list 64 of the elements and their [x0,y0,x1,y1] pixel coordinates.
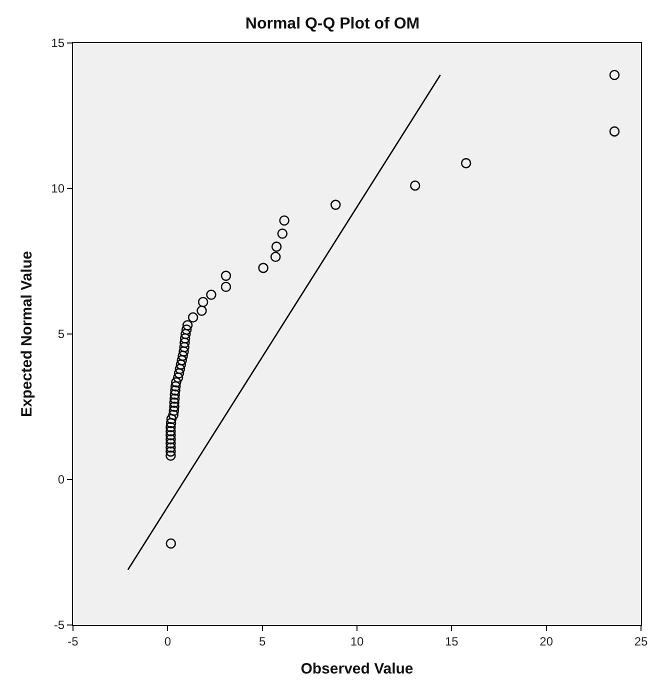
y-tick-label: 10 [51,182,65,196]
point [220,270,232,281]
y-tick-label: 5 [58,327,65,342]
point [279,215,290,226]
x-tick-label: 20 [540,634,554,648]
point [181,324,192,335]
y-tick-label: 15 [51,36,65,50]
point [196,306,207,316]
point [166,450,176,461]
point [166,430,176,440]
point [271,242,282,252]
point [170,389,180,400]
y-tick-label: 0 [58,472,65,487]
point [206,290,216,300]
y-axis-title: Expected Normal Value [18,251,36,417]
point [166,446,176,457]
point [166,426,176,436]
point [180,333,190,344]
point [166,414,177,424]
point [170,381,181,392]
chart-title: Normal Q-Q Plot of OM [245,15,420,32]
point [460,158,472,168]
point [176,359,186,370]
point [176,355,188,366]
point [609,70,620,80]
point [171,377,182,388]
point [178,350,188,361]
point [168,406,180,416]
x-axis-title: Observed Value [300,660,414,678]
x-tick-label: 5 [258,634,266,648]
y-tick-label: -5 [54,618,65,632]
point [174,368,184,378]
x-tick-label: -5 [68,634,79,648]
point [609,126,620,137]
point [174,364,186,374]
point [172,372,184,383]
point [182,320,193,330]
point [277,228,288,239]
point [330,200,341,210]
point [170,393,180,404]
point [166,438,176,449]
x-tick-label: 15 [444,634,459,648]
point [166,422,176,432]
x-tick-label: 0 [164,634,172,648]
point [180,328,191,340]
point [198,296,208,308]
point [220,282,232,292]
point [258,262,268,274]
point [166,442,176,453]
point [179,342,190,352]
point [168,410,178,420]
point [166,418,176,428]
point [180,338,190,348]
x-tick-label: 25 [634,634,648,648]
point [169,398,180,408]
point [169,402,180,412]
point [166,538,176,549]
point [410,180,420,191]
point [178,346,189,357]
point [188,312,198,323]
point [166,434,176,444]
point [270,252,281,262]
point [170,385,180,396]
x-tick-label: 10 [350,634,364,648]
